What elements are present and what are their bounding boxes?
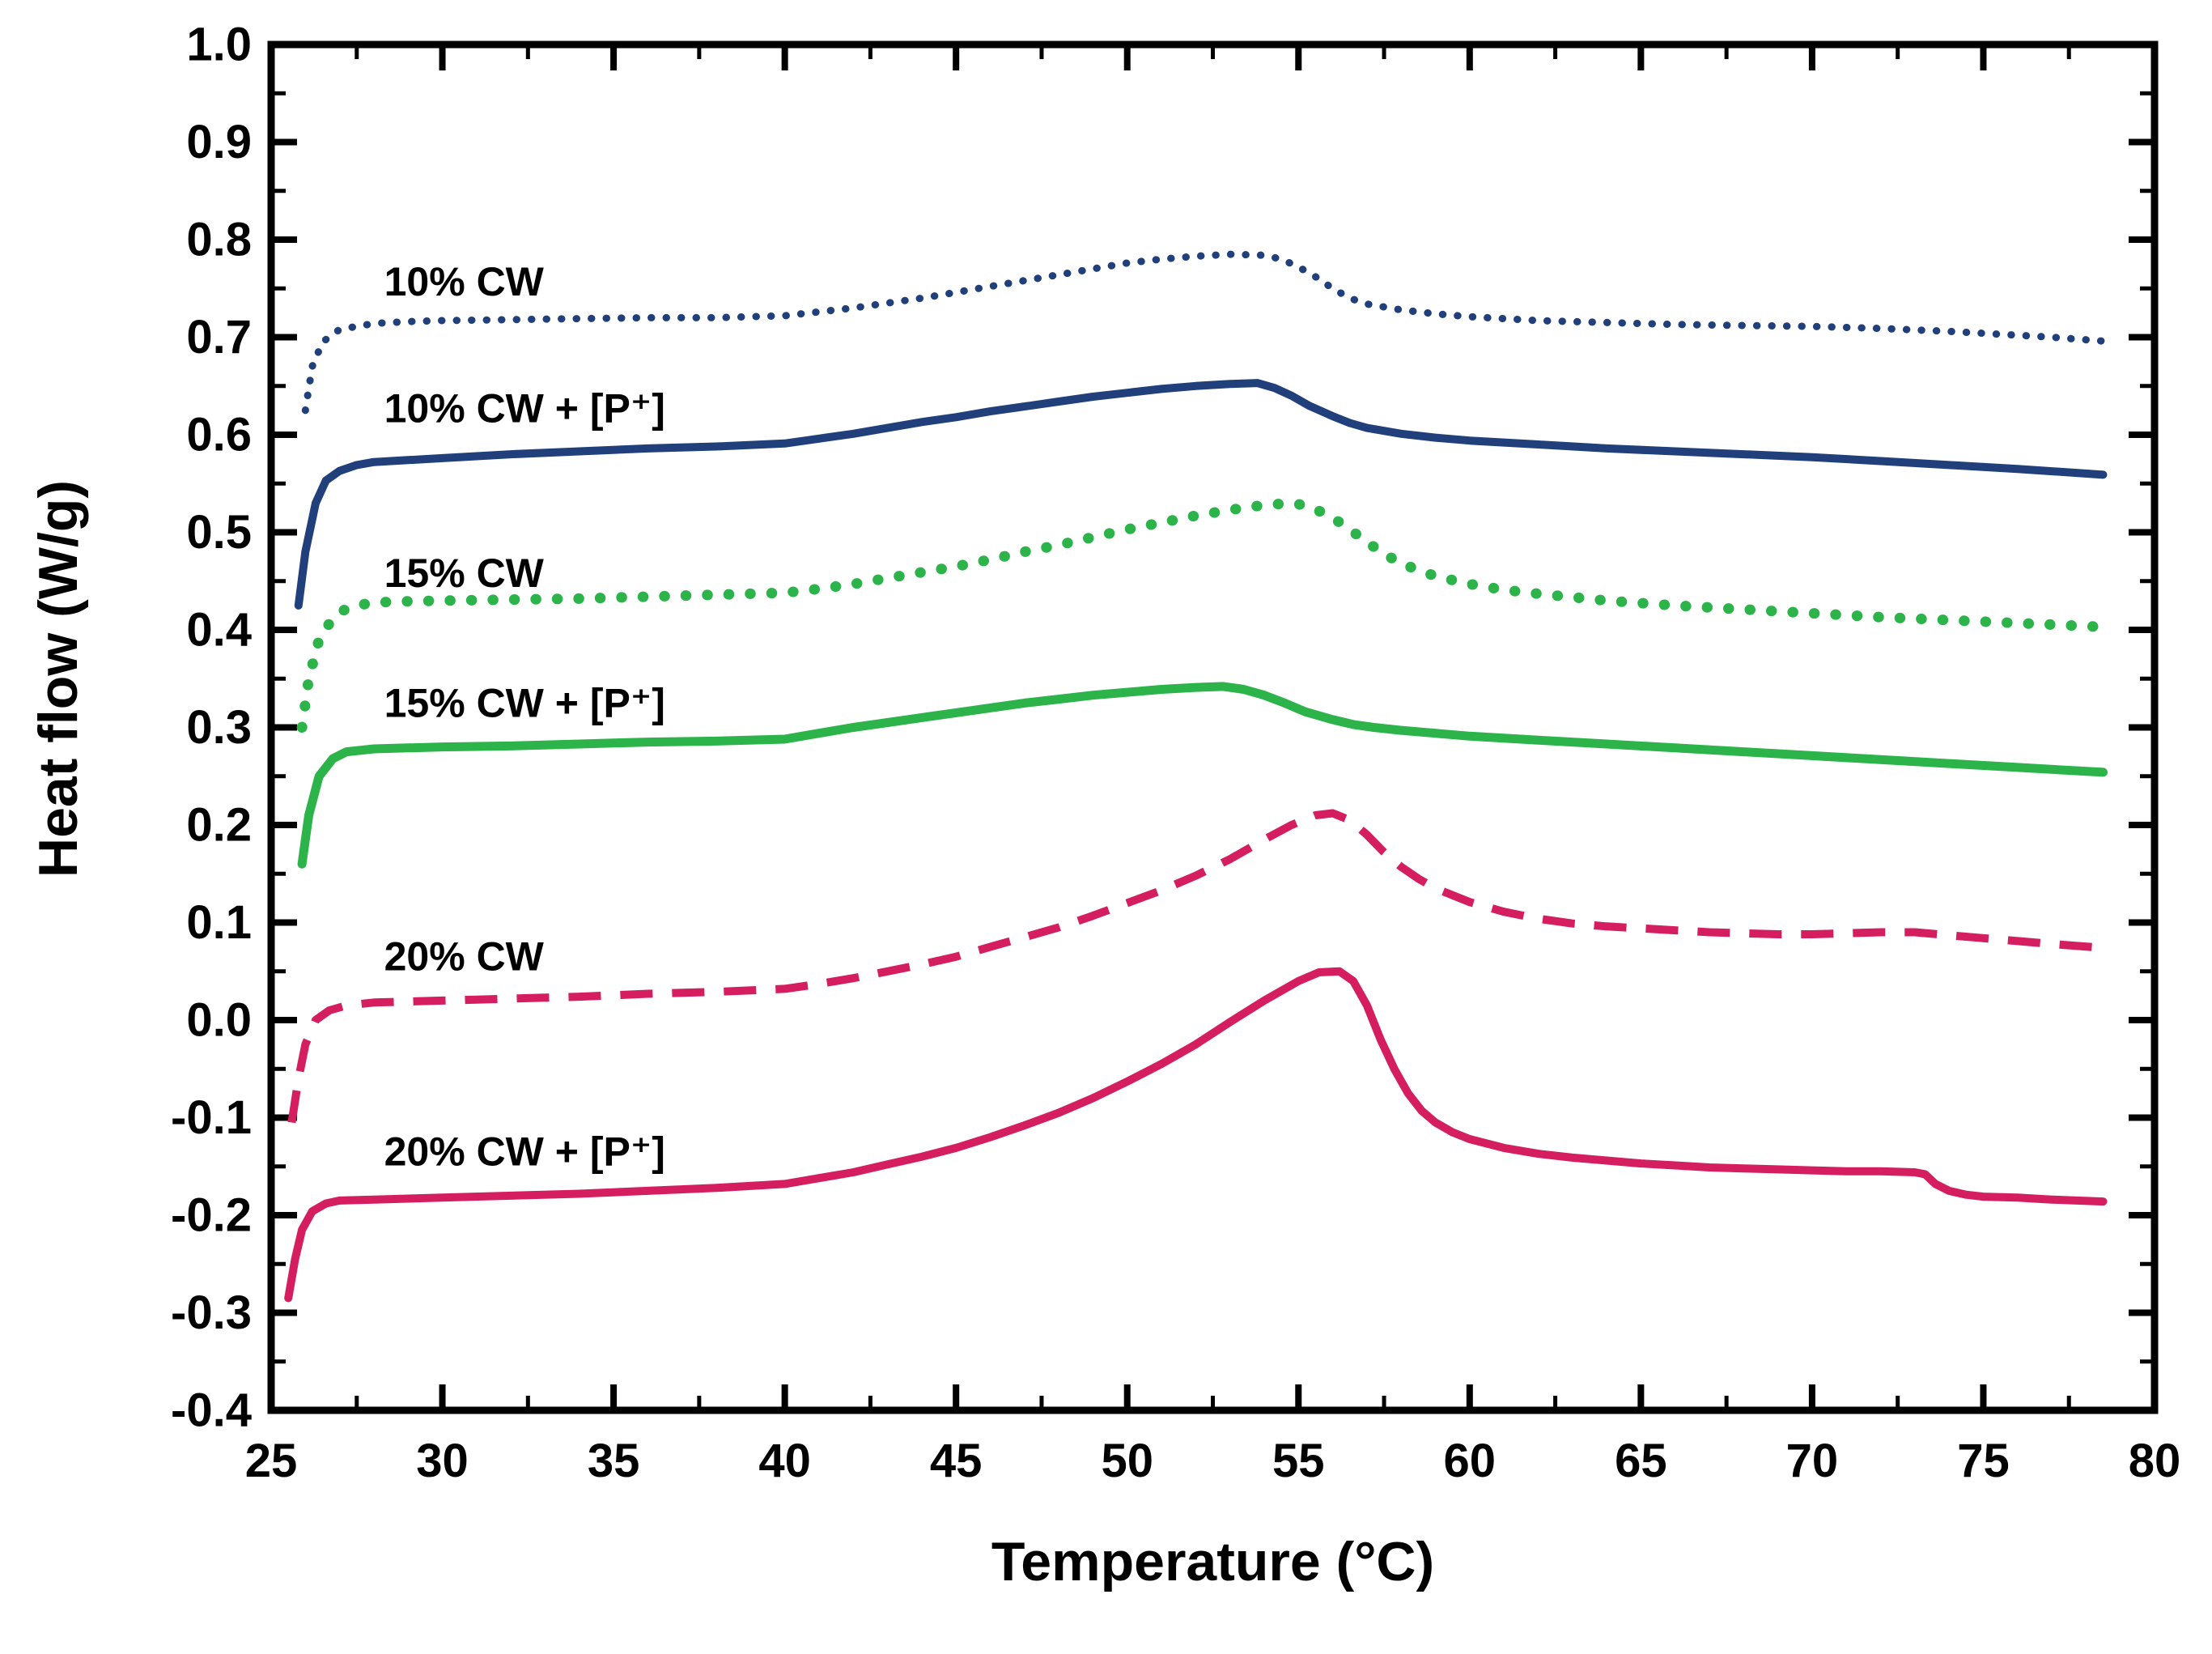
series-label-0: 10% CW [384, 259, 545, 304]
y-tick-label: 0.6 [186, 409, 252, 461]
series-line-5 [284, 967, 2108, 1303]
x-tick-label: 70 [1786, 1435, 1839, 1487]
y-axis-title: Heat flow (W/g) [28, 480, 89, 878]
y-tick-label: 0.5 [186, 506, 252, 559]
series-label-1: 10% CW + [P⁺] [384, 385, 665, 431]
x-tick-label: 40 [758, 1435, 811, 1487]
series-label-3: 15% CW + [P⁺] [384, 680, 665, 725]
x-tick-label: 30 [416, 1435, 469, 1487]
series-line-1 [294, 379, 2108, 610]
y-tick-label: 0.4 [186, 604, 252, 657]
y-tick-label: -0.4 [171, 1384, 252, 1437]
plot-frame [267, 40, 2159, 1414]
x-tick-label: 65 [1615, 1435, 1667, 1487]
y-tick-label: 0.8 [186, 214, 252, 266]
x-tick-label: 55 [1272, 1435, 1325, 1487]
x-tick-label: 35 [588, 1435, 640, 1487]
x-tick-label: 45 [930, 1435, 983, 1487]
y-tick-label: -0.1 [171, 1091, 252, 1144]
y-tick-label: 0.2 [186, 799, 252, 852]
y-tick-label: 0.0 [186, 994, 252, 1047]
series-line-0 [301, 250, 2107, 415]
x-axis-title: Temperature (°C) [991, 1531, 1434, 1592]
y-tick-label: 0.7 [186, 311, 252, 364]
series-label-4: 20% CW [384, 934, 545, 980]
series-label-5: 20% CW + [P⁺] [384, 1129, 665, 1175]
x-tick-label: 75 [1957, 1435, 2010, 1487]
series-line-4 [287, 809, 2104, 1124]
y-tick-label: 0.9 [186, 116, 252, 168]
series-line-3 [297, 682, 2108, 869]
x-tick-label: 25 [245, 1435, 298, 1487]
y-tick-label: 0.1 [186, 896, 252, 949]
y-tick-label: 0.3 [186, 701, 252, 754]
y-tick-label: -0.2 [171, 1189, 252, 1242]
y-tick-label: 1.0 [186, 19, 252, 71]
series-line-2 [296, 497, 2108, 733]
x-tick-label: 50 [1101, 1435, 1153, 1487]
series-label-2: 15% CW [384, 551, 545, 596]
x-tick-label: 60 [1444, 1435, 1497, 1487]
y-tick-label: -0.3 [171, 1286, 252, 1339]
x-tick-label: 80 [2129, 1435, 2181, 1487]
